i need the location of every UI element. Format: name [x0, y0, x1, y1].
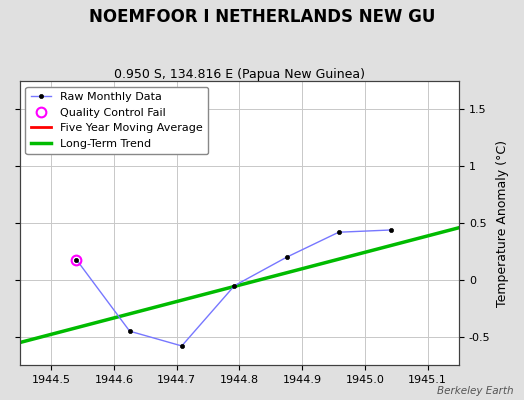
Raw Monthly Data	[388, 228, 395, 232]
Raw Monthly Data	[73, 257, 80, 262]
Y-axis label: Temperature Anomaly (°C): Temperature Anomaly (°C)	[496, 140, 509, 307]
Text: Berkeley Earth: Berkeley Earth	[437, 386, 514, 396]
Line: Raw Monthly Data: Raw Monthly Data	[74, 228, 394, 348]
Raw Monthly Data	[231, 283, 237, 288]
Raw Monthly Data	[335, 230, 342, 235]
Title: 0.950 S, 134.816 E (Papua New Guinea): 0.950 S, 134.816 E (Papua New Guinea)	[114, 68, 365, 81]
Legend: Raw Monthly Data, Quality Control Fail, Five Year Moving Average, Long-Term Tren: Raw Monthly Data, Quality Control Fail, …	[26, 86, 208, 154]
Text: NOEMFOOR I NETHERLANDS NEW GU: NOEMFOOR I NETHERLANDS NEW GU	[89, 8, 435, 26]
Raw Monthly Data	[126, 329, 133, 334]
Raw Monthly Data	[179, 344, 185, 348]
Raw Monthly Data	[283, 255, 290, 260]
